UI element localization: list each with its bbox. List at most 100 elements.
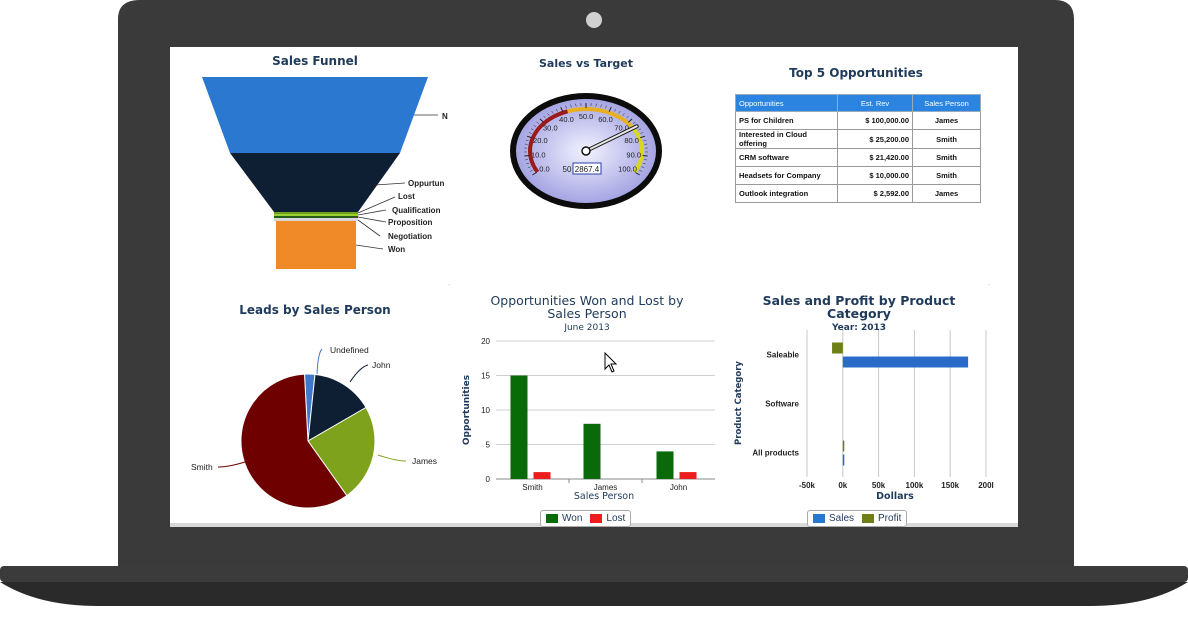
leads-pie-chart[interactable] <box>240 373 376 509</box>
connector-james <box>377 454 407 462</box>
bar-won-smith[interactable] <box>510 375 528 480</box>
profit-xtick-label: 0k <box>838 481 847 490</box>
column-header-est-rev[interactable]: Est. Rev <box>837 94 913 112</box>
sales-funnel[interactable] <box>202 77 428 269</box>
funnel-stage-lost[interactable] <box>274 212 358 214</box>
gauge-title: Sales vs Target <box>539 57 633 70</box>
gauge-value-label: 2867.4 <box>575 165 600 174</box>
funnel-stage-won[interactable] <box>276 221 356 269</box>
funnel-stage-opportunity[interactable] <box>230 153 400 212</box>
wonlost-title-line2: Sales Person <box>547 306 626 321</box>
bar-sales-saleable[interactable] <box>842 356 969 368</box>
cell-sales-person: James <box>912 111 981 130</box>
gauge-tick <box>532 172 537 176</box>
cell-est-rev: $ 21,420.00 <box>837 148 913 167</box>
gauge-needle <box>581 124 639 156</box>
gauge-tick-label: 40.0 <box>559 115 574 124</box>
funnel-label-negotiation: Negotiation <box>388 232 432 241</box>
profit-xtick-label: 100k <box>906 481 924 490</box>
table-row[interactable]: PS for Children $ 100,000.00 James <box>735 111 981 130</box>
gauge-tick <box>600 104 602 108</box>
table-row[interactable]: Headsets for Company $ 10,000.00 Smith <box>735 166 981 185</box>
pie-connectors <box>217 348 407 468</box>
wonlost-bar-chart[interactable]: 0 5 10 15 20 Smith James John <box>481 337 715 492</box>
connector-opportunity <box>374 182 406 186</box>
table-row[interactable]: CRM software $ 21,420.00 Smith <box>735 148 981 167</box>
cell-opportunity: PS for Children <box>735 111 838 130</box>
legend-won-label[interactable]: Won <box>562 513 583 524</box>
table-row[interactable]: Outlook integration $ 2,592.00 James <box>735 184 981 203</box>
wonlost-subtitle: June 2013 <box>563 323 609 333</box>
profit-ylabel: Product Category <box>734 361 744 445</box>
pie-slice-smith[interactable] <box>240 373 348 509</box>
profit-subtitle: Year: 2013 <box>831 323 886 333</box>
cell-est-rev: $ 100,000.00 <box>837 111 913 130</box>
funnel-label-qualification: Qualification <box>392 206 441 215</box>
gauge-tick-label: 80.0 <box>624 136 639 145</box>
legend-profit-swatch <box>862 514 875 523</box>
bar-profit-saleable[interactable] <box>832 342 843 354</box>
funnel-stage-new[interactable] <box>202 77 428 153</box>
bar-won-james[interactable] <box>583 423 601 479</box>
table-header-row: Opportunities Est. Rev Sales Person <box>735 94 981 112</box>
gauge-center-label: 50 <box>563 165 572 174</box>
funnel-title: Sales Funnel <box>272 54 358 68</box>
laptop-base <box>0 582 1188 606</box>
legend-lost-swatch <box>590 514 603 523</box>
pie-slice-john[interactable] <box>307 373 367 442</box>
connector-undefined <box>316 348 323 375</box>
pie-slice-james[interactable] <box>307 406 376 497</box>
dashboard-screen: Sales Funnel N Oppurtun Lost Qualificati… <box>170 47 1018 527</box>
table-row[interactable]: Interested in Cloud offering $ 25,200.00… <box>735 129 981 149</box>
bar-lost-john[interactable] <box>679 472 697 479</box>
gauge-tick <box>526 135 532 139</box>
funnel-stage-proposition[interactable] <box>274 216 358 218</box>
connector-smith <box>217 460 249 468</box>
gauge-tick <box>632 121 636 124</box>
bar-profit-all-products[interactable] <box>842 440 845 452</box>
column-header-opportunities[interactable]: Opportunities <box>735 94 838 112</box>
wonlost-xtick-label: Smith <box>522 483 542 492</box>
gauge-hub <box>581 146 591 156</box>
gauge-arcs <box>527 107 645 174</box>
opportunities-table: Opportunities Est. Rev Sales Person PS f… <box>735 94 981 203</box>
gauge-tick <box>555 108 558 112</box>
legend-lost-label[interactable]: Lost <box>606 513 626 524</box>
divider-dot-right: . <box>988 278 990 287</box>
gauge-tick <box>536 121 540 124</box>
profit-category-label: Saleable <box>767 351 800 360</box>
gauge-tick <box>640 135 646 139</box>
wonlost-legend[interactable]: Won Lost <box>540 510 632 527</box>
pie-title: Leads by Sales Person <box>239 303 390 317</box>
gauge-tick <box>642 162 646 165</box>
bar-lost-smith[interactable] <box>533 472 551 479</box>
cell-est-rev: $ 2,592.00 <box>837 184 913 203</box>
gauge-tick <box>530 128 534 131</box>
funnel-stage-qualification[interactable] <box>274 214 358 216</box>
connector-won <box>355 244 384 250</box>
sales-target-gauge[interactable]: 0.0 10.0 20.0 30.040.0 50.0 60.070.0 80.0 90.0 1… <box>510 93 662 209</box>
gauge-tick-label: 50.0 <box>579 112 594 121</box>
wonlost-ytick-label: 5 <box>486 441 491 450</box>
gauge-tick <box>539 118 544 123</box>
divider-dot-left: . <box>448 278 450 287</box>
funnel-label-new: N <box>442 112 448 121</box>
bar-sales-all-products[interactable] <box>842 454 845 466</box>
sales-profit-bar-chart[interactable]: -50k 0k 50k 100k 150k 200l Saleable Software All… <box>752 330 994 490</box>
legend-sales-label[interactable]: Sales <box>829 513 855 524</box>
gauge-tick <box>640 132 644 134</box>
cell-opportunity: Outlook integration <box>735 184 838 203</box>
column-header-sales-person[interactable]: Sales Person <box>912 94 981 112</box>
legend-profit-label[interactable]: Profit <box>878 513 902 524</box>
gauge-tick <box>605 105 607 109</box>
funnel-stage-negotiation[interactable] <box>274 218 358 221</box>
profit-category-label: All products <box>752 449 799 458</box>
funnel-label-proposition: Proposition <box>388 218 433 227</box>
gauge-tick <box>643 159 647 161</box>
profit-legend[interactable]: Sales Profit <box>807 510 908 527</box>
bar-won-john[interactable] <box>656 451 674 479</box>
gauge-tick <box>551 110 554 114</box>
gauge-tick <box>622 113 625 116</box>
profit-title-line2: Category <box>827 306 891 321</box>
legend-won-swatch <box>546 514 558 523</box>
